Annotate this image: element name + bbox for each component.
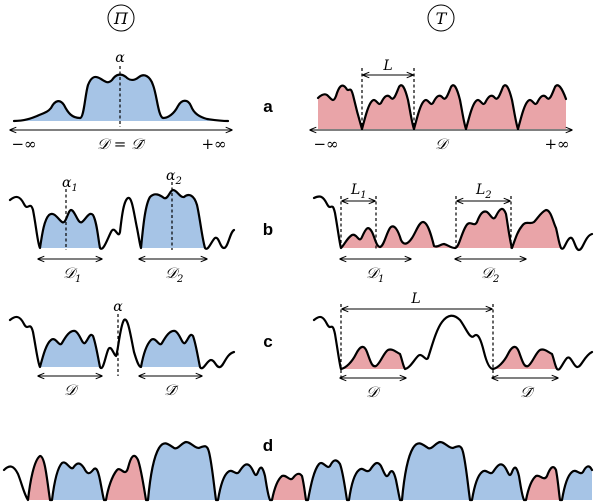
panel-label-b: b [263, 220, 273, 239]
panel-a-left-curve [12, 73, 230, 123]
panel-c-L-label: L [410, 291, 420, 307]
panel-c-left-fill-2 [141, 330, 200, 367]
panel-c-right-d-label: 𝒟 [366, 383, 381, 401]
panel-b-left: α1 α2 𝒟1 𝒟2 [8, 168, 236, 285]
header-t-text: T [436, 9, 448, 28]
panel-b-right-d2-label: 𝒟2 [481, 264, 499, 285]
panel-a-period-label: L [382, 58, 392, 74]
panel-c-right-dbar-label: 𝒟̄ [520, 383, 535, 401]
panel-b-left-curve [8, 188, 236, 250]
header-pi-text: Π [113, 9, 129, 28]
panel-d-fill-blue-7 [472, 464, 524, 500]
panel-d-fill-red-4 [526, 467, 560, 500]
panel-c-left-fill-1 [40, 330, 100, 367]
panel-d-fill-blue-6 [402, 442, 470, 500]
panel-c-left-dbar-label: 𝒟̄ [164, 381, 179, 399]
header-pi: Π [107, 4, 135, 32]
panel-d-curve [2, 440, 594, 502]
panel-a-right-domain: 𝒟 [435, 135, 450, 153]
panel-b-right-d1-label: 𝒟1 [366, 264, 384, 285]
panel-a-alpha-label: α [115, 50, 125, 66]
panel-b-L1-label: L1 [350, 182, 367, 201]
panel-b-right: L1 L2 𝒟1 𝒟2 [312, 182, 594, 285]
panel-b-alpha1-label: α1 [62, 175, 78, 194]
panel-d-fill-red-3 [272, 473, 306, 500]
header-t: T [427, 4, 455, 32]
panel-a-right: L −∞ 𝒟 +∞ [310, 58, 572, 153]
panel-c-left-d-label: 𝒟 [64, 381, 79, 399]
panel-b-L2-label: L2 [475, 182, 492, 201]
panel-c-left-curve [8, 315, 236, 370]
panel-a-right-curve [316, 84, 568, 131]
panel-label-c: c [263, 332, 272, 351]
panel-b-left-fill-2 [141, 190, 205, 248]
panel-label-a: a [263, 97, 273, 116]
panel-a-left-fill [14, 74, 228, 121]
panel-d-fill-blue-4 [308, 460, 347, 500]
panel-c-right: L 𝒟 𝒟̄ [312, 291, 594, 401]
panel-c-right-curve [312, 314, 594, 371]
panel-b-alpha2-label: α2 [166, 168, 182, 187]
panel-d-fill-blue-8 [562, 466, 592, 500]
panel-d-fill-blue-1 [52, 462, 104, 500]
panel-b-right-fill [341, 208, 561, 248]
panel-d-fill-blue-2 [148, 442, 216, 500]
panel-c-alpha-label: α [113, 299, 123, 315]
panel-d-fill-red-2 [106, 455, 146, 500]
panel-a-left: α −∞ 𝒟 = 𝒟̄ +∞ [10, 50, 232, 153]
panel-b-left-d2-label: 𝒟2 [165, 264, 183, 285]
panel-a-right-minus-inf: −∞ [313, 135, 338, 153]
panel-b-right-curve [312, 195, 594, 252]
panel-a-right-plus-inf: +∞ [544, 135, 569, 153]
panel-d-fill-blue-5 [349, 463, 400, 500]
panel-a-right-fill [318, 85, 566, 129]
panel-label-d: d [263, 436, 273, 455]
panel-d [2, 440, 594, 502]
panel-b-left-d1-label: 𝒟1 [63, 264, 81, 285]
panel-d-fill-blue-3 [218, 464, 270, 500]
panel-a-left-domain: 𝒟 = 𝒟̄ [97, 135, 146, 153]
panel-a-left-minus-inf: −∞ [11, 135, 36, 153]
panel-a-left-plus-inf: +∞ [201, 135, 226, 153]
panel-c-left: α 𝒟 𝒟̄ [8, 299, 236, 399]
